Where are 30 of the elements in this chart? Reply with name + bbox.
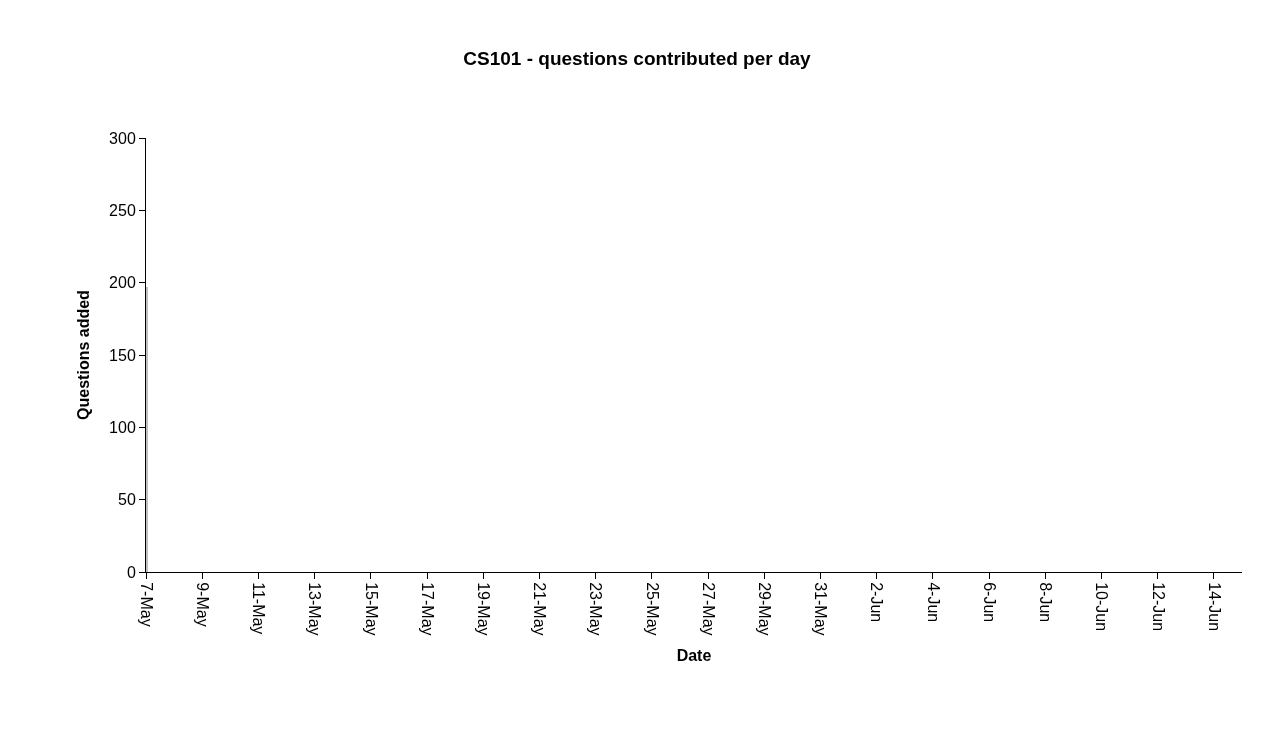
y-tick-label: 300 [109,129,136,147]
x-tick-label: 31-May [812,582,830,636]
x-tick-label: 27-May [699,582,717,636]
x-tick-label: 2-Jun [868,582,886,623]
y-tick-label: 150 [109,346,136,364]
x-tick-label: 21-May [531,582,549,636]
x-tick-label: 17-May [418,582,436,636]
x-tick-label: 29-May [756,582,774,636]
x-tick-label: 6-Jun [980,582,998,623]
y-axis-title: Questions added [75,290,92,420]
y-tick-label: 0 [126,563,136,581]
x-tick-label: 23-May [587,582,605,636]
x-tick-label: 9-May [194,582,212,627]
x-tick-label: 14-Jun [1205,582,1223,632]
x-tick-label: 12-Jun [1149,582,1167,632]
y-tick-label: 250 [109,201,136,219]
x-tick-label: 10-Jun [1093,582,1111,632]
x-tick-label: 4-Jun [924,582,942,623]
x-tick-label: 25-May [643,582,661,636]
x-tick-label: 19-May [475,582,493,636]
x-tick-label: 7-May [137,582,155,627]
x-tick-label: 15-May [362,582,380,636]
y-tick-label: 100 [109,418,136,436]
x-tick-label: 8-Jun [1037,582,1055,623]
y-tick-label: 50 [118,491,136,509]
x-tick-label: 11-May [250,582,268,635]
chart-title: CS101 - questions contributed per day [463,48,812,70]
x-axis-title: Date [676,647,712,665]
y-tick-label: 200 [109,274,136,292]
x-tick-label: 13-May [306,582,324,636]
